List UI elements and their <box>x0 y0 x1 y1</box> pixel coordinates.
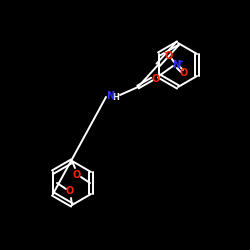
Text: +: + <box>177 59 183 65</box>
Text: N: N <box>172 60 180 70</box>
Text: O: O <box>73 170 81 180</box>
Text: N: N <box>106 91 114 101</box>
Text: H: H <box>112 92 119 102</box>
Text: O: O <box>152 74 160 84</box>
Text: O: O <box>66 186 74 196</box>
Text: O: O <box>180 68 188 78</box>
Text: -: - <box>164 50 166 56</box>
Text: O: O <box>165 51 173 61</box>
